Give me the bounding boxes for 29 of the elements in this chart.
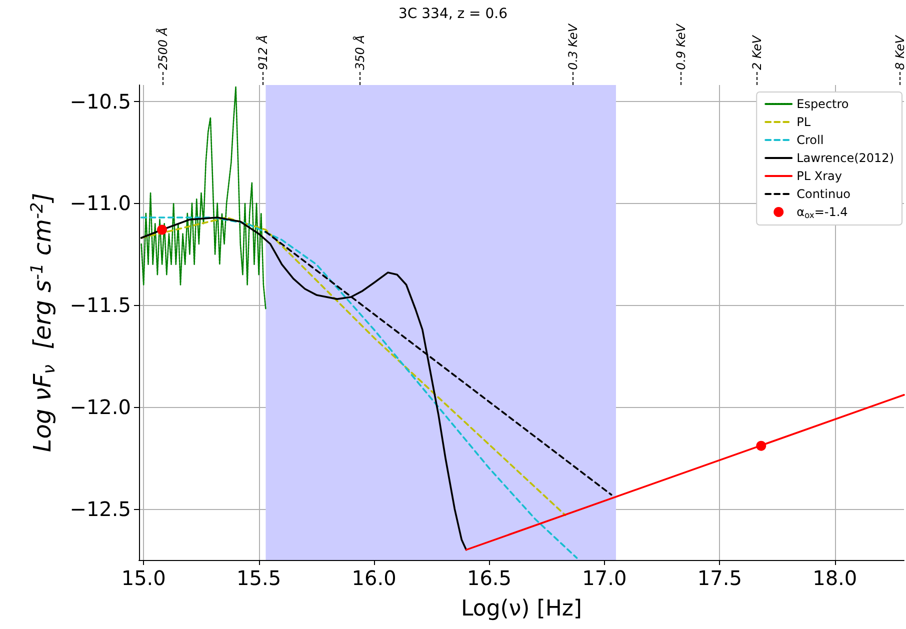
x-tick-label: 16.5 <box>466 566 512 590</box>
y-tick-label: −10.5 <box>70 89 131 114</box>
x-tick-label: 16.0 <box>352 566 396 590</box>
text: 350 Å <box>352 35 367 70</box>
text: 0.3 KeV <box>566 23 580 70</box>
text: 0.9 KeV <box>674 23 688 70</box>
legend-label: Lawrence(2012) <box>796 151 894 165</box>
x-tick-label: 15.0 <box>121 566 166 590</box>
text: 8 KeV <box>893 34 906 70</box>
text: 2500 Å <box>155 27 170 70</box>
line-series <box>140 86 266 310</box>
legend-label: PL <box>796 115 811 129</box>
legend-label: PL Xray <box>796 169 842 183</box>
x-axis-title: Log(ν) [Hz] <box>461 596 582 622</box>
legend-label: Continuo <box>796 187 851 201</box>
y-tick-label: −11.5 <box>70 293 131 318</box>
y-tick-label: −12.5 <box>70 497 131 522</box>
legend-label: Espectro <box>796 97 849 111</box>
x-tick-label: 18.0 <box>812 566 858 590</box>
y-axis-title: Log νFν [erg s-1 cm-2] <box>26 192 58 452</box>
x-tick-label: 17.5 <box>697 566 742 590</box>
y-tick-label: −11.0 <box>70 191 131 216</box>
x-tick-label: 15.5 <box>236 566 282 590</box>
y-tick-label: −12.0 <box>70 395 131 420</box>
text: 912 Å <box>255 35 270 70</box>
text: 2 KeV <box>750 34 764 70</box>
legend-label: Croll <box>796 133 824 147</box>
chart-title: 3C 334, z = 0.6 <box>398 6 508 22</box>
x-tick-label: 17.0 <box>582 566 627 590</box>
